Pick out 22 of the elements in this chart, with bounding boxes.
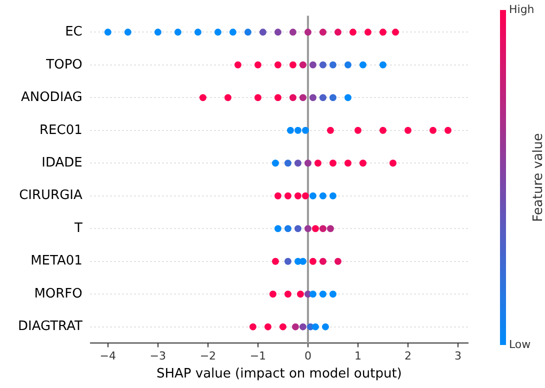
y-tick-label: IDADE [42, 156, 82, 171]
x-tick-label: 1 [354, 350, 362, 363]
y-tick-label: MORFO [34, 286, 82, 302]
x-tick-label: −3 [150, 350, 166, 363]
x-axis-title: SHAP value (impact on model output) [156, 366, 402, 382]
y-tick-label: ANODIAG [20, 90, 82, 106]
y-tick-label: DIAGTRAT [18, 319, 82, 334]
color-bar-title: Feature value [530, 133, 545, 222]
x-tick-label: 0 [304, 350, 312, 363]
y-tick-label: TOPO [45, 57, 82, 72]
y-tick-label: CIRURGIA [19, 188, 82, 204]
x-tick-label: −2 [200, 350, 216, 363]
y-tick-label: EC [65, 24, 82, 40]
y-tick-label: T [73, 220, 82, 236]
x-tick-label: 3 [454, 350, 462, 363]
y-tick-label: META01 [30, 254, 82, 269]
y-tick-label: REC01 [40, 122, 82, 138]
x-tick-label: −1 [250, 350, 266, 363]
x-tick-label: 2 [404, 350, 412, 363]
x-tick-label: −4 [100, 350, 116, 363]
color-bar-label: Low [509, 338, 531, 351]
color-bar-label: High [509, 2, 534, 16]
